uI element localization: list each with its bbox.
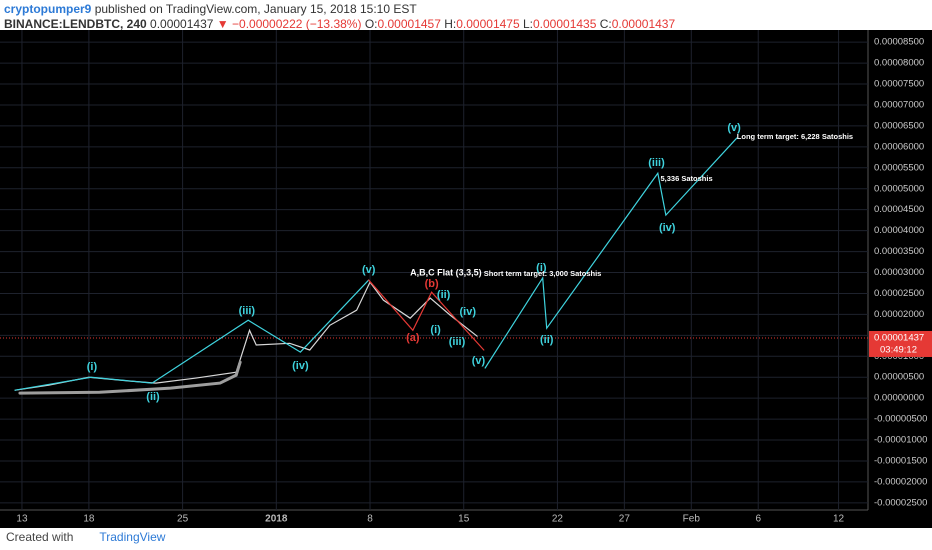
x-tick-label: 27	[619, 514, 631, 525]
wave-label: (iii)	[648, 157, 665, 169]
ohlc-key: C:	[599, 17, 612, 31]
countdown: 03:49:12	[880, 344, 917, 355]
ohlc-key: O:	[364, 17, 378, 31]
y-tick-label: 0.00000500	[874, 372, 924, 383]
y-tick-label: -0.00001000	[874, 435, 927, 446]
symbol: BINANCE:LENDBTC, 240	[4, 17, 147, 31]
y-tick-label: -0.00000500	[874, 414, 927, 425]
y-tick-label: 0.00000000	[874, 393, 924, 404]
x-tick-label: 13	[16, 514, 28, 525]
wave-label: (iv)	[459, 306, 476, 318]
x-tick-label: 18	[83, 514, 95, 525]
y-tick-label: 0.00005000	[874, 183, 924, 194]
ohlc-value: 0.00001457	[377, 17, 441, 31]
wave-label: (ii)	[540, 334, 554, 346]
y-tick-label: 0.00008000	[874, 58, 924, 69]
x-tick-label: 8	[367, 514, 373, 525]
wave-label: (iv)	[659, 222, 676, 234]
note: A,B,C Flat (3,3,5)	[410, 267, 482, 277]
wave-label: (i)	[87, 361, 98, 373]
wave-label: (b)	[425, 278, 439, 290]
series-line	[18, 360, 242, 395]
note: Short term target: 3,000 Satoshis	[484, 269, 602, 278]
chart: 0.00008500 0.00008000 0.00007500 0.00007000…	[0, 30, 932, 528]
x-tick-label: 15	[458, 514, 470, 525]
ohlc-value: 0.00001435	[533, 17, 597, 31]
author[interactable]: cryptopumper9	[4, 2, 92, 16]
y-tick-label: -0.00002000	[874, 476, 927, 487]
x-tick-label: 12	[833, 514, 845, 525]
arrow: ▼	[216, 17, 229, 31]
y-tick-label: 0.00008500	[874, 37, 924, 48]
wave-label: (a)	[406, 332, 420, 344]
series-line	[14, 279, 370, 391]
wave-label: (i)	[536, 262, 547, 274]
y-tick-label: 0.00004500	[874, 204, 924, 215]
x-tick-label: 25	[177, 514, 189, 525]
ohlc-value: 0.00001475	[456, 17, 520, 31]
change: −0.00000222 (−13.38%)	[232, 17, 362, 31]
wave-label: (iv)	[292, 360, 309, 372]
y-tick-label: 0.00005500	[874, 162, 924, 173]
y-tick-label: 0.00006500	[874, 120, 924, 131]
y-tick-label: 0.00007500	[874, 79, 924, 90]
wave-label: (v)	[727, 122, 741, 134]
note: Long term target: 6,228 Satoshis	[737, 132, 853, 141]
note: 5,336 Satoshis	[661, 174, 713, 183]
y-tick-label: -0.00001500	[874, 456, 927, 467]
x-tick-label: 22	[552, 514, 564, 525]
price: 0.00001437	[150, 17, 214, 31]
brand[interactable]: TradingView	[99, 530, 166, 544]
wave-label: (v)	[362, 264, 376, 276]
x-tick-label: 2018	[265, 514, 288, 525]
x-tick-label: Feb	[683, 514, 701, 525]
header: cryptopumper9 published on TradingView.c…	[4, 2, 675, 32]
wave-label: (v)	[472, 355, 486, 367]
ohlc-key: L:	[522, 17, 533, 31]
publish-line: cryptopumper9 published on TradingView.c…	[4, 2, 675, 17]
y-tick-label: 0.00002000	[874, 309, 924, 320]
ohlc-value: 0.00001437	[611, 17, 676, 31]
wave-label: (ii)	[146, 391, 160, 403]
published: published on TradingView.com, January 15…	[94, 2, 417, 16]
y-tick-label: 0.00002500	[874, 288, 924, 299]
series-line	[368, 279, 485, 351]
y-tick-label: 0.00004000	[874, 225, 924, 236]
last-price-box	[869, 330, 932, 357]
wave-label: (iii)	[239, 305, 256, 317]
ohlc-key: H:	[444, 17, 457, 31]
y-tick-label: 0.00003500	[874, 246, 924, 257]
symbol-line: BINANCE:LENDBTC, 240 0.00001437 ▼ −0.000…	[4, 17, 675, 32]
created: Created with	[6, 530, 74, 544]
series-line	[484, 137, 738, 369]
y-tick-label: -0.00002500	[874, 497, 927, 508]
y-tick-label: 0.00003000	[874, 267, 924, 278]
footer: Created with TradingView	[6, 530, 165, 544]
y-tick-label: 0.00006000	[874, 141, 924, 152]
wave-label: (iii)	[449, 336, 466, 348]
wave-label: (i)	[430, 324, 441, 336]
y-tick-label: 0.00007000	[874, 99, 924, 110]
wave-label: (ii)	[437, 289, 451, 301]
x-tick-label: 6	[755, 514, 761, 525]
last-price-label: 0.00001437	[874, 332, 924, 343]
chart-background	[0, 30, 932, 528]
